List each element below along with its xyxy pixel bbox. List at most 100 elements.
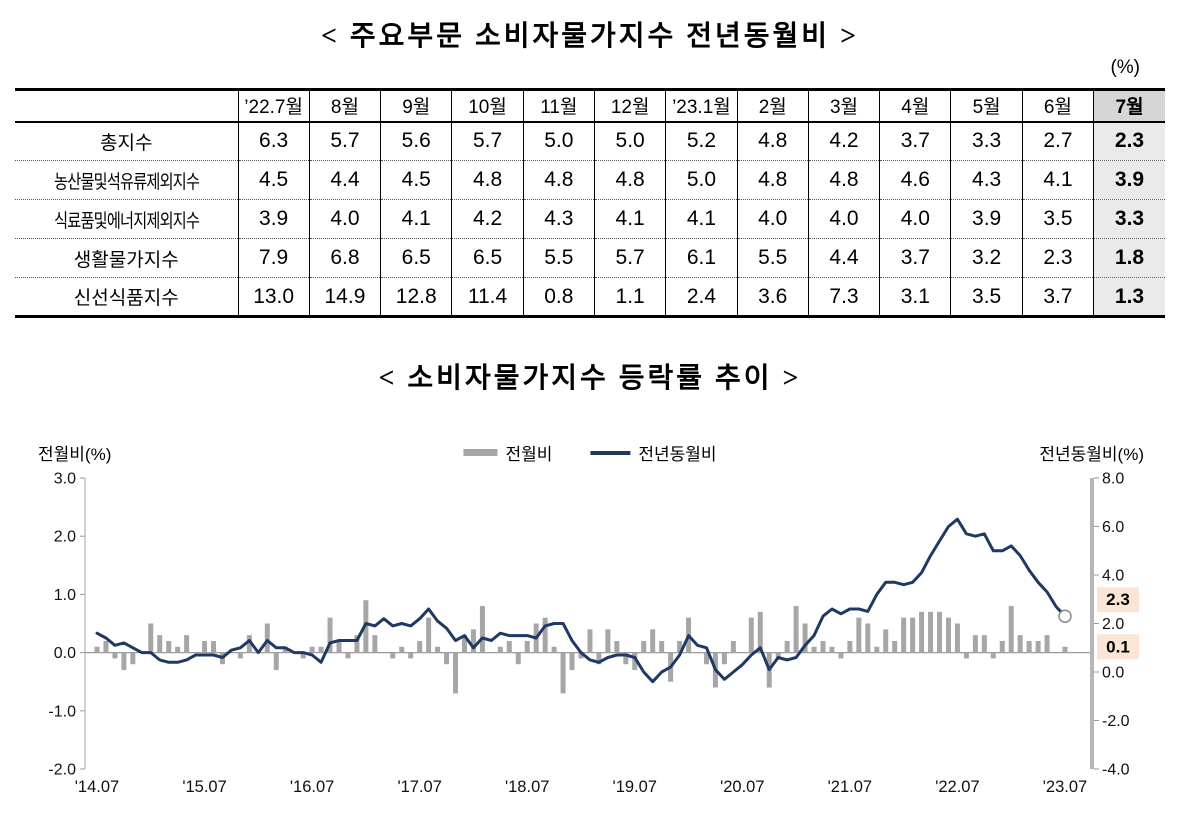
- mom-bar: [659, 640, 665, 653]
- mom-bar: [354, 635, 360, 653]
- cpi-table-body: 총지수 6.3 5.7 5.6 5.7 5.0 5.0 5.2 4.8 4.2 3.7 3.3 2.7 2…: [15, 121, 1165, 317]
- mom-bar: [820, 640, 826, 653]
- value-cell: 5.7: [308, 121, 381, 161]
- mom-bar: [130, 652, 136, 665]
- value-cell: 3.9: [950, 199, 1023, 239]
- unit-label: (%): [1110, 57, 1140, 78]
- row-label-cell: 생활물가지수: [15, 238, 238, 278]
- mom-bar: [641, 640, 647, 653]
- mom-bar: [103, 640, 109, 653]
- mom-bar: [327, 617, 333, 653]
- mom-bar: [623, 652, 629, 665]
- x-axis-tick-label: '18.07: [505, 778, 549, 796]
- mom-bar: [1017, 635, 1023, 653]
- value-cell: 3.6: [736, 277, 809, 317]
- mom-bar: [148, 623, 154, 653]
- value-cell: 6.5: [451, 238, 524, 278]
- cpi-table: ’22.7월 8월 9월 10월 11월 12월 ’23.1월 2월 3월 4월 5월 6월 7월 총지…: [15, 88, 1165, 318]
- mom-bar: [479, 606, 485, 653]
- value-cell: 3.2: [950, 238, 1023, 278]
- value-cell: 4.4: [807, 238, 880, 278]
- mom-bar: [784, 640, 790, 653]
- value-cell: 3.7: [879, 238, 951, 278]
- value-cell: 4.1: [1021, 160, 1094, 200]
- mom-bar: [587, 629, 593, 653]
- value-cell: 3.3: [1093, 199, 1165, 239]
- mom-bar: [202, 640, 208, 653]
- table-title: < 주요부문 소비자물가지수 전년동월비 >: [320, 21, 860, 52]
- mom-bar: [605, 629, 611, 653]
- value-cell: 4.6: [879, 160, 951, 200]
- value-cell: 6.5: [380, 238, 452, 278]
- column-header: 12월: [593, 89, 666, 123]
- value-cell: 4.8: [807, 160, 880, 200]
- mom-bar: [444, 652, 450, 665]
- cpi-table-head: ’22.7월 8월 9월 10월 11월 12월 ’23.1월 2월 3월 4월 5월 6월 7월: [15, 89, 1165, 123]
- row-label: 생활물가지수: [73, 249, 179, 271]
- mom-bar: [211, 640, 217, 653]
- legend-bar-swatch: [463, 449, 498, 456]
- annotation-box: [1097, 587, 1139, 613]
- column-header: 6월: [1021, 89, 1094, 123]
- mom-bar: [865, 623, 871, 653]
- column-header: 7월: [1093, 89, 1165, 123]
- value-cell: 4.5: [237, 160, 310, 200]
- mom-bar: [999, 640, 1005, 653]
- mom-bar: [426, 617, 432, 653]
- value-cell: 5.6: [380, 121, 452, 161]
- value-cell: 5.0: [522, 121, 595, 161]
- mom-bar: [748, 617, 754, 653]
- mom-bar: [435, 646, 441, 653]
- value-cell: 3.5: [1021, 199, 1094, 239]
- mom-bar: [721, 652, 727, 665]
- left-axis-title: 전월비(%): [38, 445, 112, 464]
- right-axis-tick-label: -4.0: [1102, 762, 1130, 779]
- left-axis-tick-label: 2.0: [54, 529, 76, 546]
- column-header: ’22.7월: [237, 89, 310, 123]
- mom-bar: [470, 629, 476, 653]
- mom-bar: [569, 652, 575, 671]
- row-label: 총지수: [100, 132, 153, 154]
- value-cell: 4.2: [807, 121, 880, 161]
- value-cell: 3.9: [237, 199, 310, 239]
- column-header: 3월: [807, 89, 880, 123]
- mom-bar: [560, 652, 566, 694]
- right-axis-tick-label: 6.0: [1102, 519, 1124, 536]
- value-cell: 2.3: [1021, 238, 1094, 278]
- mom-bar: [596, 652, 602, 665]
- column-header: 4월: [879, 89, 951, 123]
- row-label-cell: 총지수: [15, 122, 238, 161]
- column-header: 9월: [380, 89, 452, 123]
- value-cell: 3.3: [950, 121, 1023, 161]
- mom-bar: [1062, 646, 1068, 653]
- value-cell: 5.7: [451, 121, 524, 161]
- mom-bar: [775, 652, 781, 659]
- mom-bar: [515, 652, 521, 665]
- mom-bar: [121, 652, 127, 671]
- value-cell: 5.0: [593, 121, 666, 161]
- trend-chart: 전월비(%) 전월비 전년동월비 전년동월비(%) 3.0 2.0 1.0 0.0 -1…: [0, 432, 1180, 827]
- x-axis-tick-label: '23.07: [1043, 778, 1087, 796]
- mom-bar: [372, 635, 378, 653]
- header-row: ’22.7월 8월 9월 10월 11월 12월 ’23.1월 2월 3월 4월 5월 6월 7월: [15, 89, 1165, 123]
- column-header: ’23.1월: [665, 89, 738, 123]
- mom-bar: [963, 652, 969, 659]
- mom-bar: [703, 652, 709, 665]
- value-cell: 6.3: [237, 121, 310, 161]
- legend-label-mom: 전월비: [505, 445, 553, 464]
- value-cell: 1.3: [1093, 277, 1165, 317]
- mom-bar: [578, 652, 584, 659]
- mom-bar: [390, 652, 396, 659]
- value-cell: 4.3: [950, 160, 1023, 200]
- mom-bar: [1008, 606, 1014, 653]
- value-cell: 2.3: [1093, 121, 1165, 161]
- value-cell: 3.5: [950, 277, 1023, 317]
- annotation-box: [1097, 634, 1139, 660]
- mom-bar: [829, 646, 835, 653]
- value-cell: 4.8: [522, 160, 595, 200]
- mom-bar: [838, 652, 844, 659]
- mom-bar: [874, 646, 880, 653]
- table-row: 농산물및석유류제외지수 4.5 4.4 4.5 4.8 4.8 4.8 5.0 4.8 4.8 4.…: [15, 160, 1165, 200]
- mom-bar: [300, 652, 306, 659]
- row-label: 농산물및석유류제외지수: [53, 171, 200, 193]
